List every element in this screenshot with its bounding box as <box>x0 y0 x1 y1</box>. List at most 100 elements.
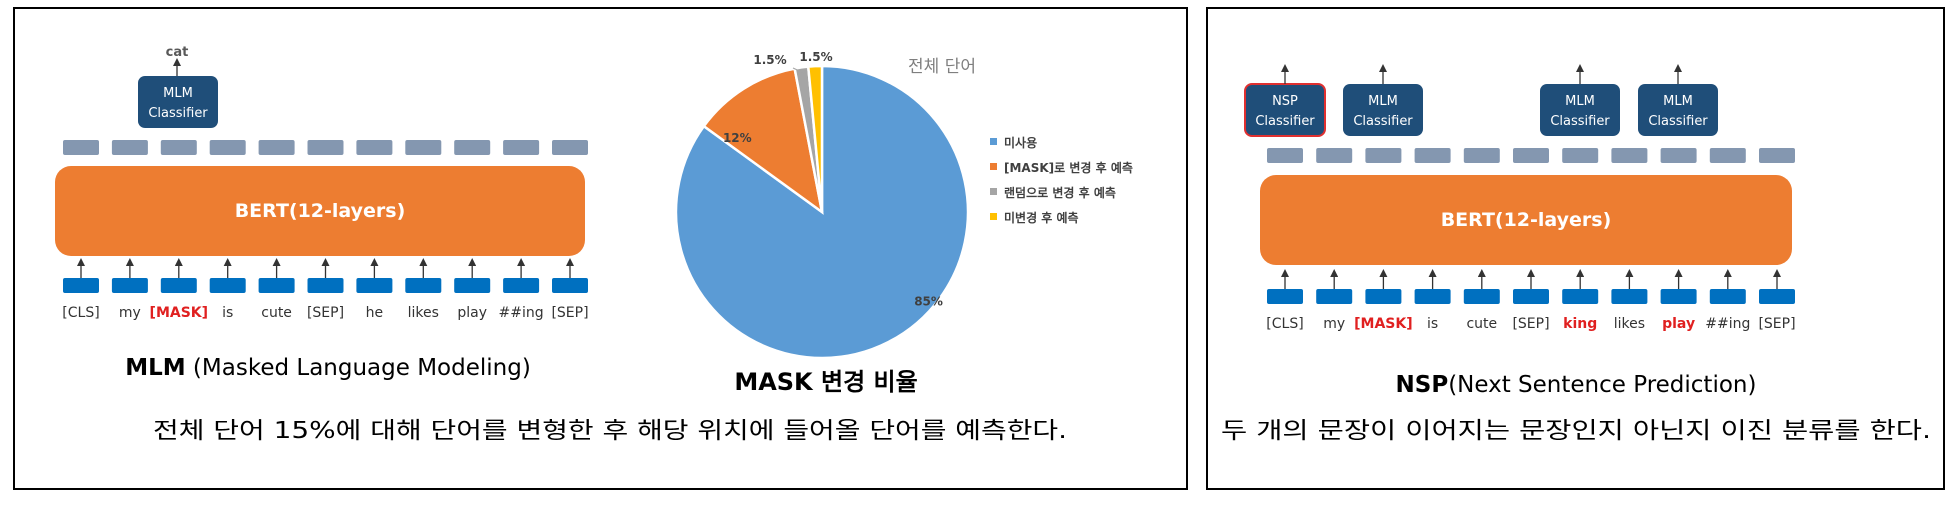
classifier-label-line1: MLM <box>1565 94 1595 109</box>
token-label: my <box>1323 316 1345 332</box>
legend-label: 랜덤으로 변경 후 예측 <box>1004 185 1116 200</box>
token-label: likes <box>408 305 439 321</box>
output-embedding <box>1365 148 1402 163</box>
mlm-input-embeddings <box>63 258 588 293</box>
output-embedding <box>503 140 540 155</box>
legend-swatch <box>990 138 997 145</box>
output-embedding <box>454 140 491 155</box>
mlm-classifier-box <box>1343 84 1423 136</box>
output-embedding <box>258 140 295 155</box>
input-embedding <box>1463 289 1500 304</box>
classifier-label-line2: Classifier <box>1648 114 1708 129</box>
token-label: [MASK] <box>150 305 209 321</box>
output-embedding <box>1759 148 1795 163</box>
output-embedding <box>111 140 148 155</box>
pie-slice <box>674 64 970 360</box>
input-embedding <box>111 278 148 293</box>
pie-chart-subtitle: 전체 단어 <box>908 57 976 77</box>
mlm-classifier-label-line2: Classifier <box>148 106 208 121</box>
input-embedding <box>1611 289 1648 304</box>
output-embedding <box>1562 148 1599 163</box>
input-embedding <box>1316 289 1353 304</box>
nsp-classifier-row: NSP Classifier MLM Classifier MLM Classifier M… <box>1244 64 1718 137</box>
token-label: [SEP] <box>551 305 588 321</box>
pie-data-labels: 85% 12% 1.5% 1.5% <box>723 50 943 308</box>
token-label: cute <box>261 305 292 321</box>
output-embedding <box>405 140 442 155</box>
nsp-title-bold: NSP <box>1396 372 1449 398</box>
output-embedding <box>1660 148 1697 163</box>
nsp-title: NSP(Next Sentence Prediction) <box>1396 372 1757 398</box>
nsp-diagram: NSP Classifier MLM Classifier MLM Classifier M… <box>1221 64 1931 444</box>
output-embedding <box>209 140 246 155</box>
token-label: likes <box>1614 316 1645 332</box>
input-embedding <box>1660 289 1697 304</box>
pie-chart-title: MASK 변경 비율 <box>734 368 917 396</box>
mlm-title-bold: MLM <box>125 355 185 381</box>
pie-data-label: 12% <box>723 131 752 145</box>
mlm-classifier-label-line1: MLM <box>163 86 193 101</box>
token-label: play <box>1662 316 1695 332</box>
mlm-classifier-box <box>1638 84 1718 136</box>
token-label: ##ing <box>499 305 544 321</box>
classifier-label-line2: Classifier <box>1255 114 1315 129</box>
mask-ratio-pie-chart: 전체 단어 85% 12% 1.5% 1.5% 미사용 [MASK]로 변경 후 예측랜… <box>674 50 1133 396</box>
classifier-label-line1: NSP <box>1272 94 1298 109</box>
nsp-description: 두 개의 문장이 이어지는 문장인지 아닌지 이진 분류를 한다. <box>1221 418 1931 444</box>
input-embedding <box>1709 289 1746 304</box>
input-embedding <box>209 278 246 293</box>
input-embedding <box>1414 289 1451 304</box>
output-embedding <box>160 140 197 155</box>
nsp-bert-block <box>1260 175 1792 265</box>
mlm-title-rest: (Masked Language Modeling) <box>186 355 531 381</box>
mlm-panel-frame <box>13 7 1188 490</box>
pie-data-label: 1.5% <box>799 50 832 64</box>
legend-label: [MASK]로 변경 후 예측 <box>1004 160 1133 175</box>
classifier-label-line1: MLM <box>1368 94 1398 109</box>
mlm-bert-label: BERT(12-layers) <box>235 200 406 222</box>
output-embedding <box>552 140 588 155</box>
legend-swatch <box>990 163 997 170</box>
mlm-title: MLM (Masked Language Modeling) <box>125 355 531 381</box>
token-label: my <box>119 305 141 321</box>
legend-swatch <box>990 213 997 220</box>
nsp-title-rest: (Next Sentence Prediction) <box>1448 372 1756 398</box>
token-label: [SEP] <box>1512 316 1549 332</box>
pie-slice <box>806 64 824 213</box>
nsp-panel-frame <box>1206 7 1945 490</box>
input-embedding <box>1513 289 1549 304</box>
output-embedding <box>307 140 344 155</box>
mlm-classifier-box <box>1540 84 1620 136</box>
legend-label: 미변경 후 예측 <box>1004 210 1079 225</box>
input-embedding <box>454 278 491 293</box>
output-embedding <box>1513 148 1549 163</box>
token-label: [MASK] <box>1354 316 1413 332</box>
input-embedding <box>307 278 344 293</box>
input-embedding <box>1365 289 1402 304</box>
output-embedding <box>1709 148 1746 163</box>
token-label: is <box>1427 316 1438 332</box>
input-embedding <box>63 278 99 293</box>
nsp-output-embeddings <box>1267 148 1795 163</box>
pie-data-label: 1.5% <box>753 53 786 67</box>
classifier-label-line1: MLM <box>1663 94 1693 109</box>
token-label: cute <box>1466 316 1497 332</box>
token-label: [CLS] <box>1266 316 1303 332</box>
output-embedding <box>1463 148 1500 163</box>
classifier-label-line2: Classifier <box>1550 114 1610 129</box>
input-embedding <box>552 278 588 293</box>
token-label: is <box>222 305 233 321</box>
output-embedding <box>1267 148 1303 163</box>
nsp-token-row: [CLS] my [MASK] is cute [SEP] king likes play ##i… <box>1266 316 1795 332</box>
pie-data-label: 85% <box>914 294 943 308</box>
token-label: [CLS] <box>62 305 99 321</box>
input-embedding <box>258 278 295 293</box>
mlm-bert-block <box>55 166 585 256</box>
output-embedding <box>356 140 393 155</box>
output-embedding <box>1316 148 1353 163</box>
pie-slice <box>702 67 824 215</box>
mlm-output-word: cat <box>166 45 189 60</box>
output-embedding <box>1414 148 1451 163</box>
token-label: [SEP] <box>307 305 344 321</box>
